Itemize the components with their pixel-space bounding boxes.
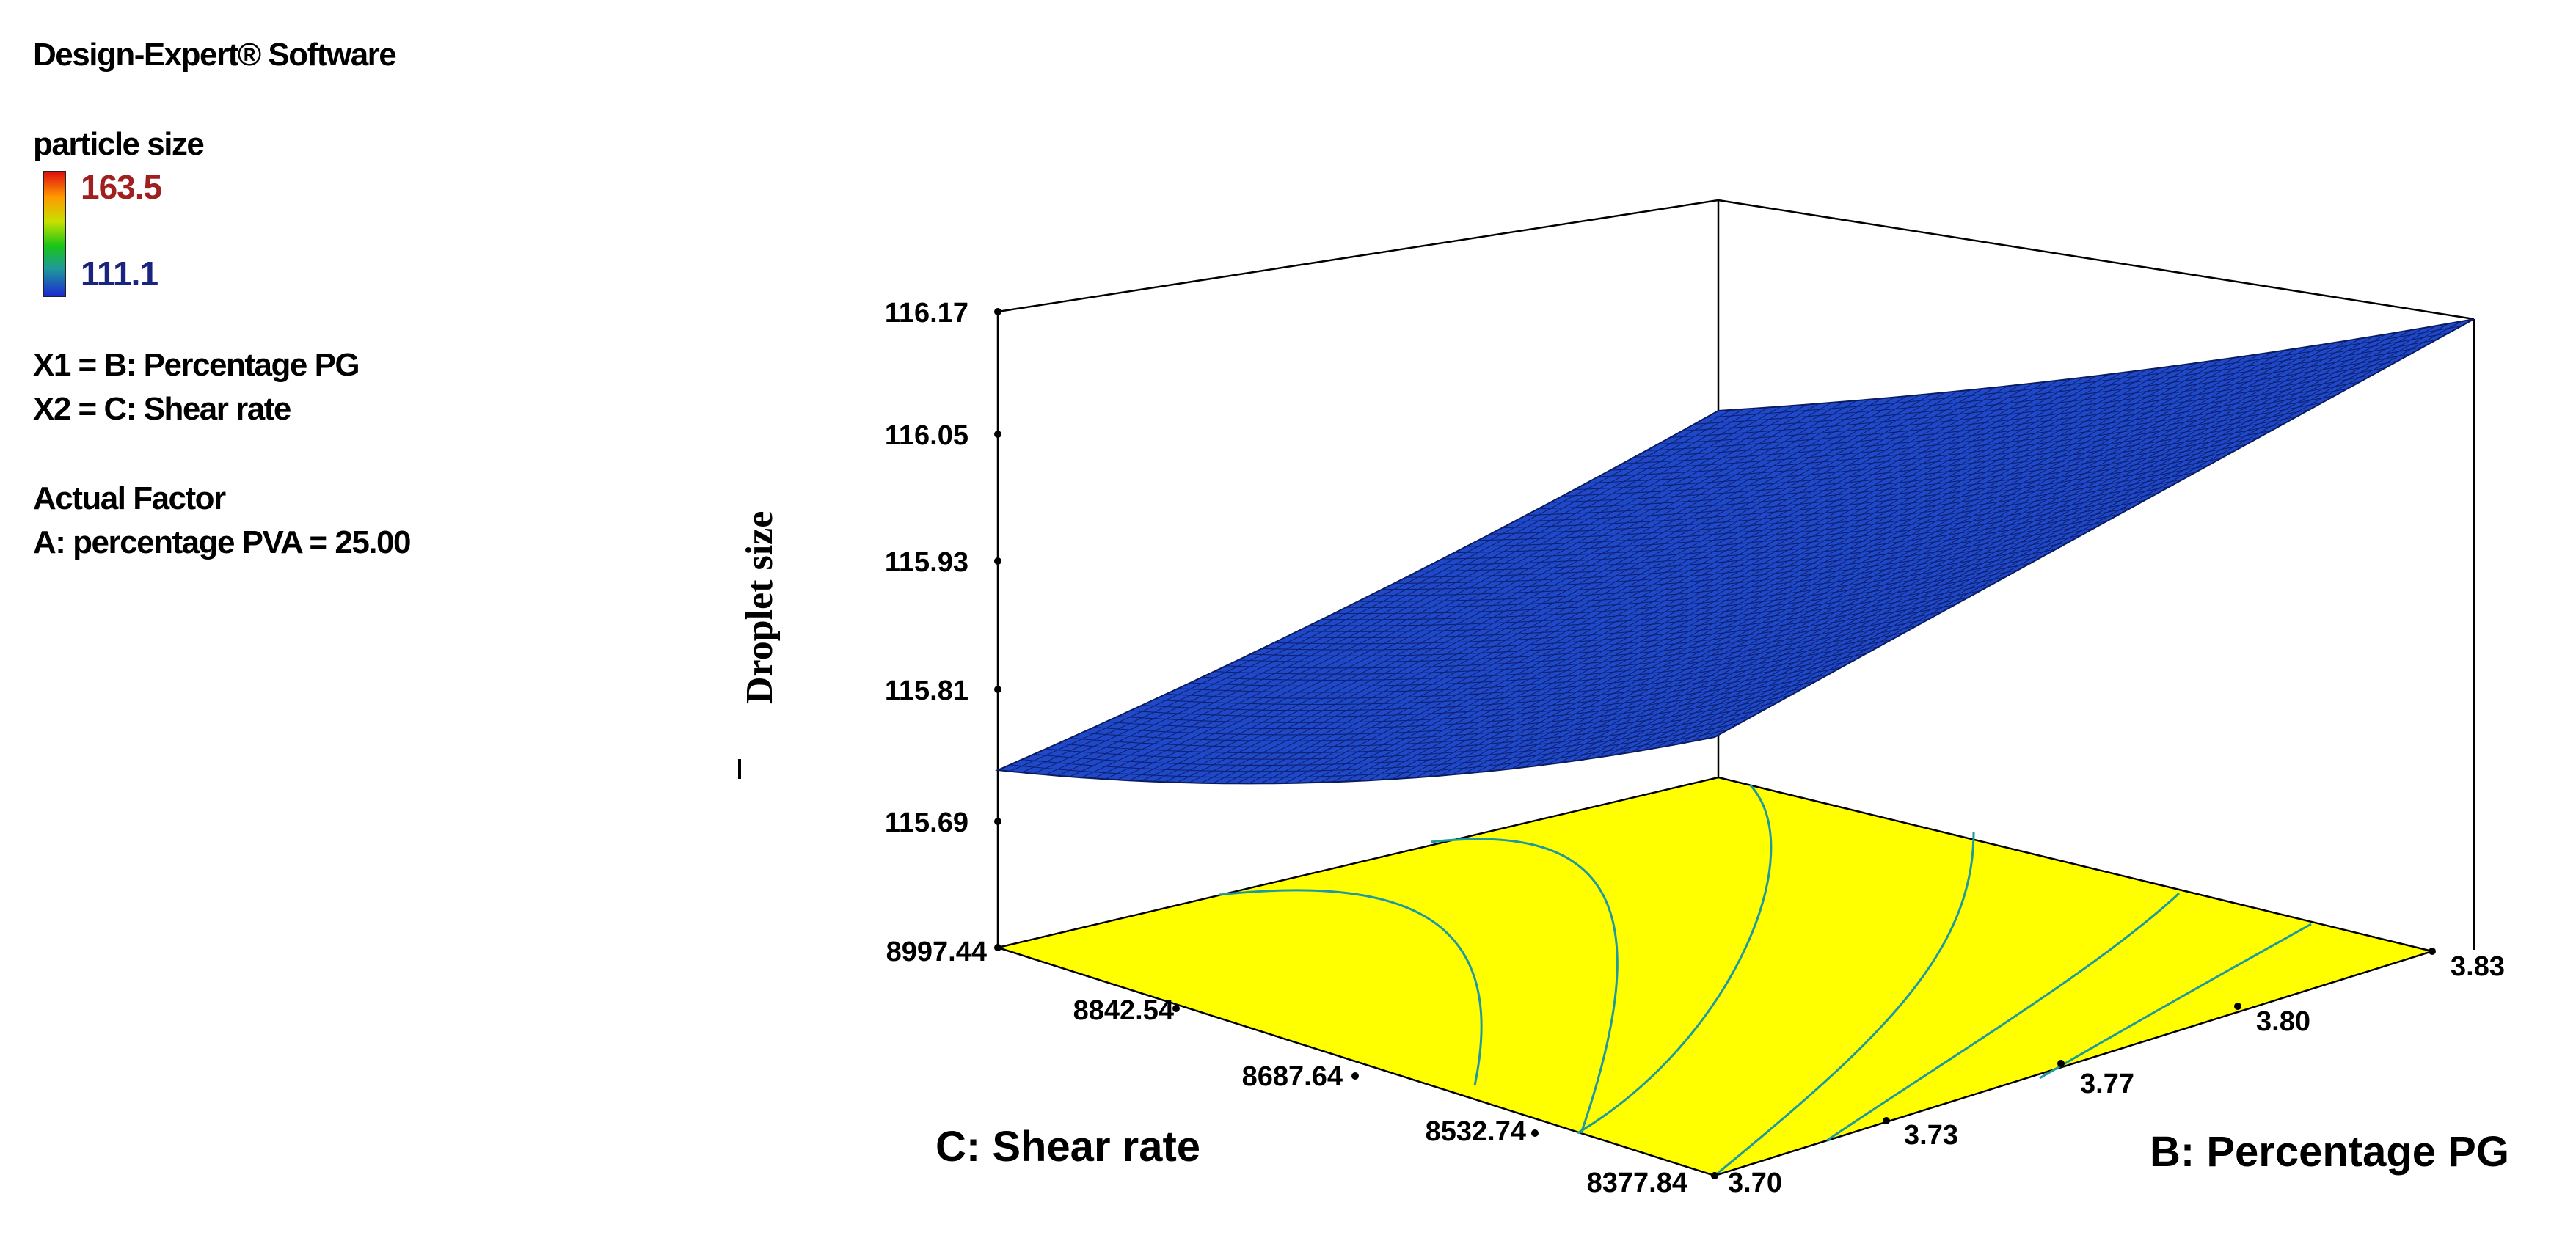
- x-tick-label: 3.77: [2080, 1069, 2134, 1099]
- z-tick-dot: [994, 431, 1001, 438]
- z-tick: 115.93: [885, 547, 1001, 578]
- z-tick: 116.05: [885, 420, 1001, 451]
- y-tick-dot: [994, 944, 1001, 951]
- z-tick-label: 115.69: [885, 807, 968, 838]
- legend-high-value: 163.5: [81, 168, 162, 206]
- x-tick-dot: [2234, 1003, 2241, 1010]
- x-tick-dot: [2429, 948, 2436, 955]
- factor-x2: X2 = C: Shear rate: [33, 391, 291, 427]
- contour-lines: [1219, 783, 2312, 1177]
- x-tick-dot: [1883, 1117, 1890, 1124]
- x-tick: 3.73: [1883, 1117, 1958, 1151]
- legend-title: particle size: [33, 126, 205, 162]
- contour-line: [1714, 832, 1975, 1177]
- x-tick-label: 3.83: [2451, 951, 2505, 982]
- y-tick: 8532.74: [1426, 1116, 1539, 1147]
- x-tick-label: 3.70: [1728, 1168, 1782, 1198]
- software-title: Design-Expert® Software: [33, 37, 397, 73]
- y-tick-dot: [1531, 1129, 1539, 1137]
- y-tick: 8687.64: [1242, 1061, 1359, 1092]
- contour-line: [2039, 923, 2312, 1080]
- z-tick: 115.81: [885, 675, 1001, 706]
- y-tick-dot: [1172, 1005, 1180, 1012]
- surface-mesh: [997, 318, 2475, 784]
- z-tick-dot: [994, 308, 1001, 315]
- y-tick-dot: [1351, 1072, 1359, 1080]
- y-tick: 8377.84: [1587, 1168, 1718, 1198]
- contour-line: [1430, 838, 1619, 1134]
- z-tick-dot: [994, 557, 1001, 565]
- y-tick: 8997.44: [886, 937, 1001, 967]
- surface-fill: [995, 318, 2475, 785]
- legend-low-value: 111.1: [81, 254, 158, 293]
- z-tick-label: 115.93: [885, 547, 968, 578]
- contour-line: [1826, 892, 2181, 1142]
- y-tick-label: 8687.64: [1242, 1061, 1343, 1092]
- y-tick-label: 8842.54: [1073, 995, 1174, 1026]
- z-tick-label: 115.81: [885, 675, 968, 706]
- x-tick-label: 3.73: [1904, 1120, 1958, 1151]
- x-tick-dot: [2057, 1060, 2065, 1067]
- z-tick-dot: [994, 686, 1001, 693]
- z-tick: 115.69: [885, 807, 1001, 838]
- box-edge-top-left: [997, 199, 1719, 313]
- x-tick-dot: [1711, 1172, 1718, 1179]
- z-tick-dot: [994, 818, 1001, 825]
- y-tick-label: 8532.74: [1426, 1116, 1526, 1147]
- legend-panel: Design-Expert® Software particle size 16…: [0, 0, 660, 660]
- response-surface: [995, 318, 2475, 785]
- contour-line: [1219, 889, 1483, 1086]
- z-tick: 116.17: [885, 298, 1001, 329]
- y-tick: 8842.54: [1073, 995, 1180, 1026]
- actual-factor-value: A: percentage PVA = 25.00: [33, 524, 411, 560]
- x-tick: 3.70: [1711, 1168, 1782, 1198]
- actual-factor-heading: Actual Factor: [33, 480, 226, 516]
- x-tick: 3.83: [2429, 948, 2505, 982]
- y-axis-label: C: Shear rate: [935, 1123, 1200, 1171]
- legend-colorbar: [43, 171, 66, 297]
- z-tick-label: 116.05: [885, 420, 968, 451]
- x-axis-label: B: Percentage PG: [2150, 1128, 2509, 1176]
- y-tick-label: 8377.84: [1587, 1168, 1687, 1198]
- x-tick: 3.77: [2057, 1060, 2134, 1099]
- x-tick: 3.80: [2234, 1003, 2310, 1037]
- z-axis-label: Droplet size: [739, 511, 781, 704]
- factor-x1: X1 = B: Percentage PG: [33, 347, 360, 383]
- y-tick-label: 8997.44: [886, 937, 987, 967]
- x-tick-label: 3.80: [2256, 1006, 2310, 1037]
- z-tick-label: 116.17: [885, 298, 968, 329]
- box-edge-top-right: [1718, 199, 2475, 321]
- contour-line: [1577, 783, 1773, 1135]
